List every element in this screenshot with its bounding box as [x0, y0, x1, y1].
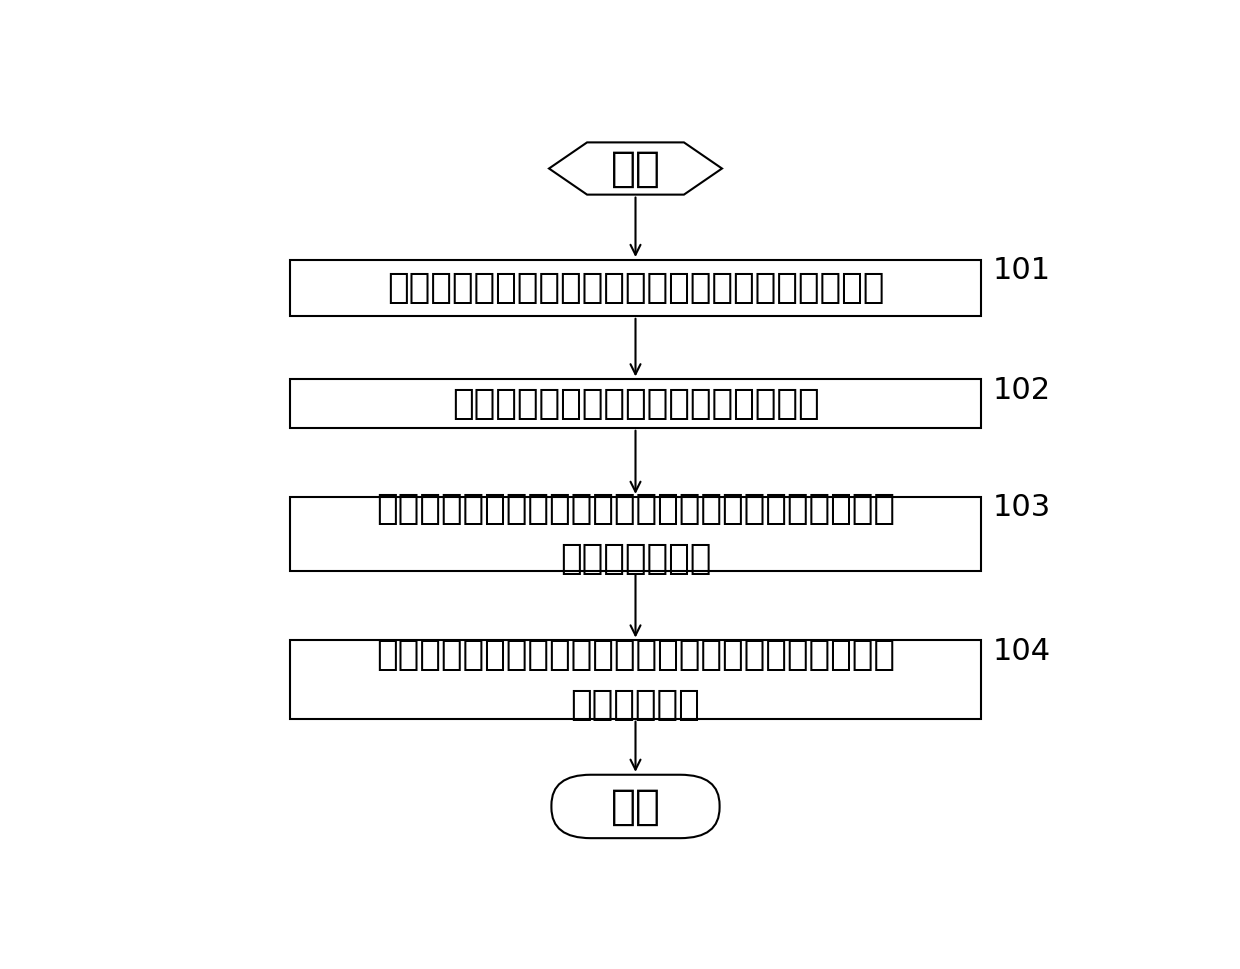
FancyBboxPatch shape	[290, 379, 982, 427]
Text: 将测量参数和上报参数发送至移动终端: 将测量参数和上报参数发送至移动终端	[451, 387, 820, 421]
Text: 101: 101	[993, 256, 1052, 285]
Polygon shape	[549, 142, 722, 195]
FancyBboxPatch shape	[552, 775, 719, 838]
Text: 结束: 结束	[610, 786, 661, 828]
Text: 104: 104	[993, 637, 1052, 666]
Text: 103: 103	[993, 493, 1052, 522]
Text: 102: 102	[993, 376, 1052, 405]
Text: 配置至少一个目标波束组对应的测量参数和上报参数: 配置至少一个目标波束组对应的测量参数和上报参数	[387, 271, 884, 305]
FancyBboxPatch shape	[290, 497, 982, 572]
FancyBboxPatch shape	[290, 260, 982, 316]
FancyBboxPatch shape	[290, 641, 982, 719]
Text: 控制至少一个目标波束组的波束在对应的参考信号资源
上发送参考信号: 控制至少一个目标波束组的波束在对应的参考信号资源 上发送参考信号	[376, 492, 895, 577]
Text: 开始: 开始	[610, 147, 661, 190]
Text: 接收移动终端根据上报参数对测量结果进行波束上报的
测量报告数据: 接收移动终端根据上报参数对测量结果进行波束上报的 测量报告数据	[376, 638, 895, 722]
